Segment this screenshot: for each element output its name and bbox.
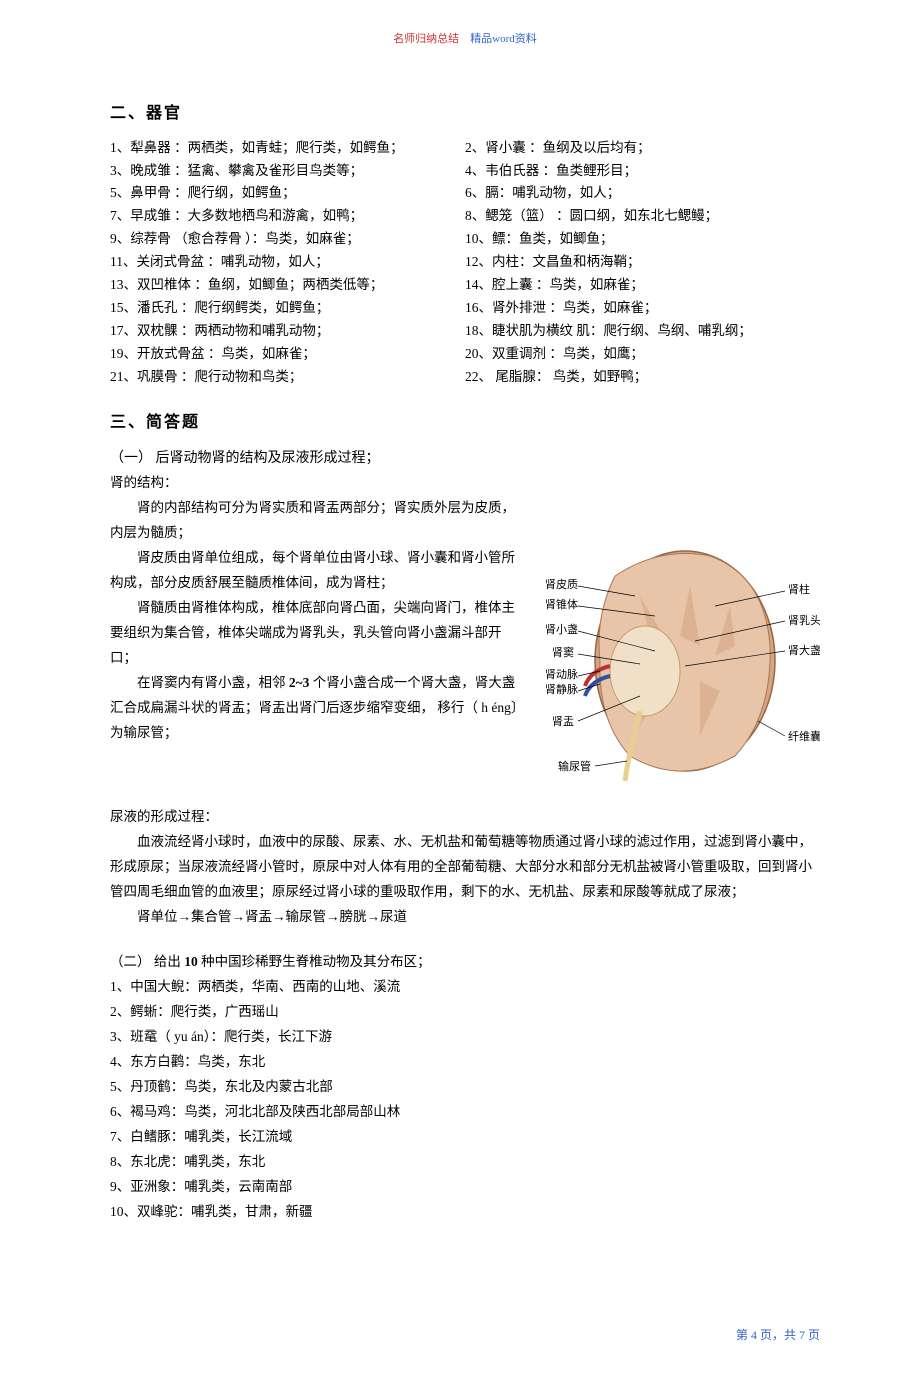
organ-item: 18、睫状肌为横纹 肌：爬行纲、鸟纲、哺乳纲； xyxy=(465,320,820,343)
q1-title: （一） 后肾动物肾的结构及尿液形成过程； xyxy=(110,446,820,471)
q2-item: 6、褐马鸡：鸟类，河北北部及陕西北部局部山林 xyxy=(110,1100,820,1125)
kidney-label: 肾锥体 xyxy=(545,597,578,611)
kidney-label: 肾柱 xyxy=(788,582,810,596)
organ-item: 3、晚成雏 ：猛禽、攀禽及雀形目鸟类等； xyxy=(110,160,465,183)
q1-p2: 肾皮质由肾单位组成，每个肾单位由肾小球、肾小囊和肾小管所构成，部分皮质舒展至髓质… xyxy=(110,546,525,596)
q2-item: 2、鳄蜥：爬行类，广西瑶山 xyxy=(110,1000,820,1025)
kidney-text-column: 肾的内部结构可分为肾实质和肾盂两部分；肾实质外层为皮质，内层为髓质； 肾皮质由肾… xyxy=(110,496,525,805)
organ-item: 19、开放式骨盆 ：鸟类，如麻雀； xyxy=(110,343,465,366)
organ-item: 4、韦伯氏器 ：鱼类鲤形目； xyxy=(465,160,820,183)
q2-title-after: 种中国珍稀野生脊椎动物及其分布区； xyxy=(198,954,431,969)
q1-p4: 在肾窦内有肾小盏，相邻 2~3 个肾小盏合成一个肾大盏，肾大盏汇合成扁漏斗状的肾… xyxy=(110,671,525,746)
organ-item: 20、双重调剂 ：鸟类，如鹰； xyxy=(465,343,820,366)
kidney-svg-icon: 肾皮质 肾锥体 肾小盏 肾窦 肾动脉 肾静脉 肾盂 输尿管 肾柱 肾乳头 肾大盏… xyxy=(540,536,820,796)
kidney-label: 肾大盏 xyxy=(788,643,820,657)
kidney-diagram: 肾皮质 肾锥体 肾小盏 肾窦 肾动脉 肾静脉 肾盂 输尿管 肾柱 肾乳头 肾大盏… xyxy=(540,496,820,805)
q2-title-before: （二） 给出 xyxy=(110,954,184,969)
q2-item: 3、班鼋（ yu án）：爬行类，长江下游 xyxy=(110,1025,820,1050)
page-footer: 第 4 页，共 7 页 xyxy=(110,1325,820,1347)
section-2-title: 二、器官 xyxy=(110,100,820,129)
kidney-label: 纤维囊 xyxy=(788,729,820,743)
organ-item: 15、潘氏孔 ：爬行纲鳄类，如鳄鱼； xyxy=(110,297,465,320)
kidney-label: 肾小盏 xyxy=(545,622,578,636)
q1-p6: 肾单位→集合管→肾盂→输尿管→膀胱→尿道 xyxy=(110,905,820,930)
q2-item: 8、东北虎：哺乳类，东北 xyxy=(110,1150,820,1175)
kidney-label: 输尿管 xyxy=(558,759,591,773)
kidney-label: 肾静脉 xyxy=(545,682,578,696)
organ-item: 5、鼻甲骨 ：爬行纲，如鳄鱼； xyxy=(110,182,465,205)
organ-item: 9、综荐骨 （愈合荐骨 ）：鸟类，如麻雀； xyxy=(110,228,465,251)
organ-item: 14、腔上囊 ：鸟类，如麻雀； xyxy=(465,274,820,297)
q1-p3: 肾髓质由肾椎体构成，椎体底部向肾凸面，尖端向肾门，椎体主要组织为集合管，椎体尖端… xyxy=(110,596,525,671)
q2-item: 7、白鳍豚：哺乳类，长江流域 xyxy=(110,1125,820,1150)
organ-item: 16、肾外排泄 ：鸟类，如麻雀； xyxy=(465,297,820,320)
q2-item: 5、丹顶鹤：鸟类，东北及内蒙古北部 xyxy=(110,1075,820,1100)
kidney-label: 肾动脉 xyxy=(545,667,578,681)
section-3-title: 三、简答题 xyxy=(110,409,820,438)
organ-item: 11、关闭式骨盆 ：哺乳动物，如人； xyxy=(110,251,465,274)
header-red-text: 名师归纳总结 xyxy=(393,33,459,45)
q2-item: 10、双峰驼：哺乳类，甘肃，新疆 xyxy=(110,1200,820,1225)
organ-item: 8、鳃笼（篮） ：圆口纲，如东北七鳃鳗； xyxy=(465,205,820,228)
q2-item: 9、亚洲象：哺乳类，云南南部 xyxy=(110,1175,820,1200)
q2-title-bold: 10 xyxy=(184,954,198,969)
q2-item: 4、东方白鹳：鸟类，东北 xyxy=(110,1050,820,1075)
organ-item: 6、膈：哺乳动物，如人； xyxy=(465,182,820,205)
kidney-label: 肾皮质 xyxy=(545,578,578,591)
kidney-label: 肾窦 xyxy=(552,646,574,659)
organ-list: 1、犁鼻器 ：两栖类，如青蛙；爬行类，如鳄鱼； 2、肾小囊 ：鱼纲及以后均有； … xyxy=(110,137,820,389)
organ-item: 22、 尾脂腺： 鸟类，如野鸭； xyxy=(465,366,820,389)
q2-item: 1、中国大鲵：两栖类，华南、西南的山地、溪流 xyxy=(110,975,820,1000)
organ-item: 21、巩膜骨 ：爬行动物和鸟类； xyxy=(110,366,465,389)
organ-item: 12、内柱：文昌鱼和柄海鞘； xyxy=(465,251,820,274)
kidney-label: 肾盂 xyxy=(552,715,574,728)
q1-p4-bold: 2~3 xyxy=(289,675,310,690)
q2-title: （二） 给出 10 种中国珍稀野生脊椎动物及其分布区； xyxy=(110,950,820,975)
organ-item: 17、双枕髁 ：两栖动物和哺乳动物； xyxy=(110,320,465,343)
organ-item: 1、犁鼻器 ：两栖类，如青蛙；爬行类，如鳄鱼； xyxy=(110,137,465,160)
kidney-label: 肾乳头 xyxy=(788,614,820,627)
q1-sub2: 尿液的形成过程： xyxy=(110,805,820,830)
q1-p5: 血液流经肾小球时，血液中的尿酸、尿素、水、无机盐和葡萄糖等物质通过肾小球的滤过作… xyxy=(110,830,820,905)
q1-sub1: 肾的结构： xyxy=(110,471,820,496)
organ-item: 2、肾小囊 ：鱼纲及以后均有； xyxy=(465,137,820,160)
q1-p1: 肾的内部结构可分为肾实质和肾盂两部分；肾实质外层为皮质，内层为髓质； xyxy=(110,496,525,546)
page-header: 名师归纳总结 精品word资料 xyxy=(110,30,820,50)
header-blue-text: 精品word资料 xyxy=(470,33,537,45)
organ-item: 7、早成雏 ：大多数地栖鸟和游禽，如鸭； xyxy=(110,205,465,228)
kidney-content-row: 肾的内部结构可分为肾实质和肾盂两部分；肾实质外层为皮质，内层为髓质； 肾皮质由肾… xyxy=(110,496,820,805)
q1-p4-before: 在肾窦内有肾小盏，相邻 xyxy=(137,675,289,690)
organ-item: 13、双凹椎体 ：鱼纲，如鲫鱼；两栖类低等； xyxy=(110,274,465,297)
organ-item: 10、鳔：鱼类，如鲫鱼； xyxy=(465,228,820,251)
